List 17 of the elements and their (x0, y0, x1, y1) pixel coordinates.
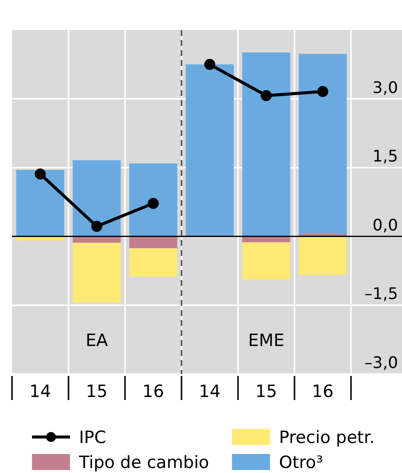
legend-label: IPC (79, 428, 106, 448)
annotation: EME (248, 331, 284, 351)
legend-label: Precio petr. (279, 428, 375, 448)
x-tick-label: 14 (198, 382, 221, 402)
x-tick-label: 14 (29, 382, 52, 402)
legend-label: Tipo de cambio (78, 453, 210, 473)
y-tick-label: –3,0 (364, 353, 398, 372)
x-tick-label: 15 (255, 382, 278, 402)
x-tick-label: 16 (312, 382, 334, 402)
y-tick-label: 3,0 (372, 78, 398, 97)
x-tick-label: 15 (86, 382, 108, 402)
annotation: EA (86, 331, 108, 351)
y-tick-label: –1,5 (364, 284, 398, 304)
y-tick-label: 0,0 (372, 215, 398, 234)
legend-label: Otro³ (279, 453, 323, 473)
x-tick-label: 16 (142, 382, 164, 402)
y-tick-label: 1,5 (372, 146, 398, 166)
